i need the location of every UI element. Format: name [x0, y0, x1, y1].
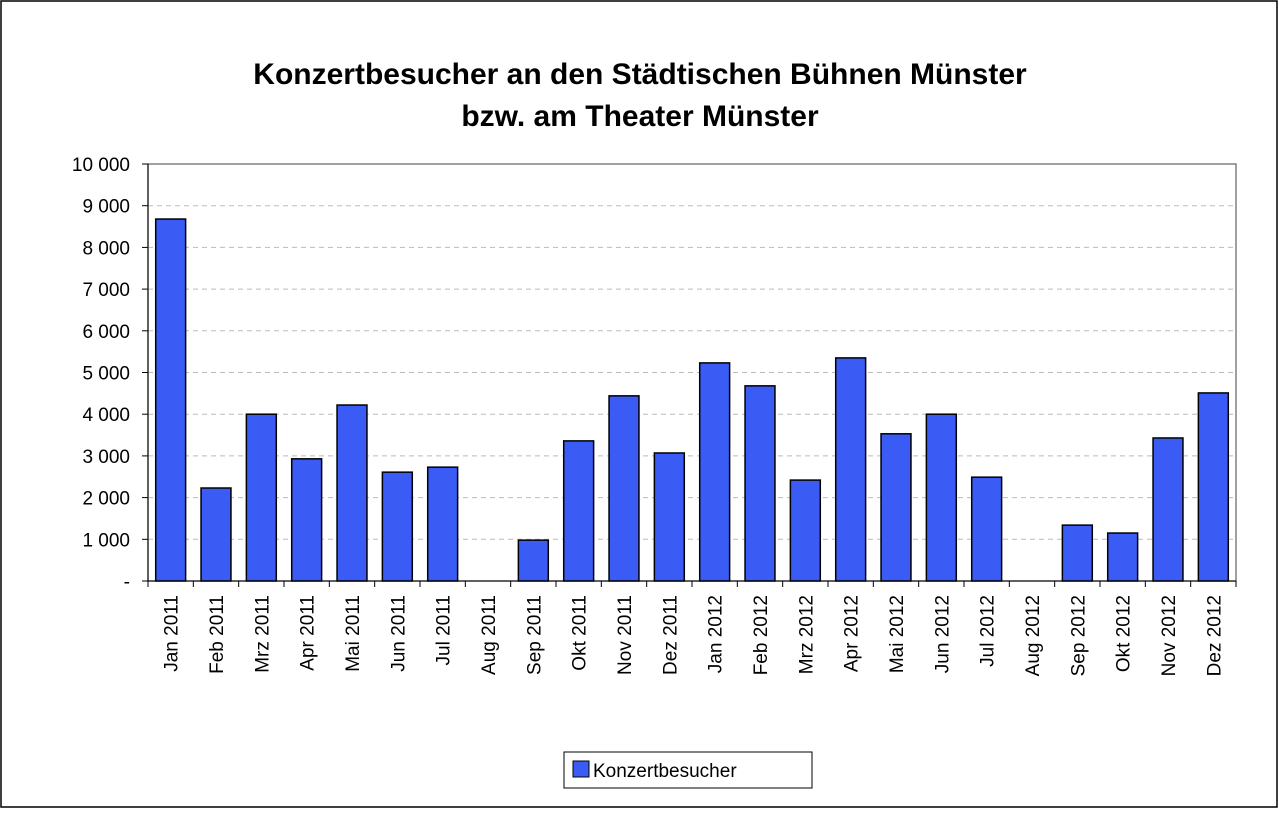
bar — [744, 385, 776, 582]
bar — [1106, 532, 1139, 582]
x-tick-label: Dez 2011 — [660, 595, 681, 675]
bar — [608, 395, 640, 582]
bar — [698, 362, 731, 582]
bar — [426, 466, 459, 582]
x-tick-label: Jul 2012 — [978, 595, 999, 667]
bar — [290, 458, 323, 582]
x-tick-label: Sep 2011 — [524, 595, 545, 675]
y-tick-label: 5 000 — [82, 364, 130, 385]
bar — [880, 433, 912, 582]
y-tick-label: 3 000 — [82, 447, 130, 468]
x-tick-label: Jan 2011 — [162, 595, 183, 672]
bar — [1061, 524, 1094, 582]
bar — [970, 476, 1003, 582]
x-tick-label: Okt 2011 — [570, 595, 591, 671]
bar — [200, 487, 232, 582]
y-tick-label: 4 000 — [82, 405, 130, 426]
bar — [336, 404, 368, 582]
x-tick-label: Aug 2012 — [1023, 595, 1044, 676]
bar — [381, 471, 414, 582]
y-tick-label: 10 000 — [72, 155, 130, 176]
y-tick-label: 7 000 — [82, 280, 130, 301]
x-tick-label: Mrz 2012 — [796, 595, 817, 674]
bar — [154, 218, 187, 582]
x-tick-label: Jan 2012 — [706, 595, 727, 673]
x-tick-label: Okt 2012 — [1114, 595, 1135, 672]
bar — [834, 357, 867, 582]
x-tick-label: Feb 2011 — [207, 595, 228, 674]
x-tick-label: Mai 2012 — [887, 595, 908, 673]
x-tick-label: Jun 2011 — [388, 595, 409, 672]
chart-title: Konzertbesucher an den Städtischen Bühne… — [253, 58, 1027, 91]
bar — [653, 452, 686, 582]
bar — [1152, 437, 1184, 582]
bar — [789, 479, 822, 582]
x-tick-label: Jul 2011 — [434, 595, 455, 665]
y-tick-label: 1 000 — [82, 530, 130, 551]
legend-marker — [572, 760, 590, 778]
y-tick-label: 8 000 — [82, 238, 130, 259]
bar — [1197, 392, 1230, 582]
y-tick-label: 2 000 — [82, 489, 130, 510]
x-tick-label: Aug 2011 — [479, 595, 500, 675]
x-tick-label: Feb 2012 — [751, 595, 772, 675]
x-tick-label: Mrz 2011 — [252, 595, 273, 673]
y-tick-label: 6 000 — [82, 322, 130, 343]
x-tick-label: Dez 2012 — [1204, 595, 1225, 676]
legend-box — [563, 751, 813, 789]
bar — [562, 440, 595, 582]
x-tick-label: Apr 2011 — [298, 595, 319, 671]
legend-label: Konzertbesucher — [593, 761, 737, 782]
chart-title: bzw. am Theater Münster — [461, 100, 819, 133]
bar — [245, 413, 278, 582]
bar — [925, 413, 958, 582]
x-tick-label: Nov 2011 — [615, 595, 636, 675]
bar — [517, 539, 550, 582]
x-tick-label: Mai 2011 — [343, 595, 364, 672]
y-tick-label: - — [124, 572, 130, 593]
x-tick-label: Apr 2012 — [842, 595, 863, 672]
x-tick-label: Sep 2012 — [1068, 595, 1089, 676]
x-tick-label: Jun 2012 — [932, 595, 953, 673]
y-tick-label: 9 000 — [82, 197, 130, 218]
x-tick-label: Nov 2012 — [1159, 595, 1180, 676]
